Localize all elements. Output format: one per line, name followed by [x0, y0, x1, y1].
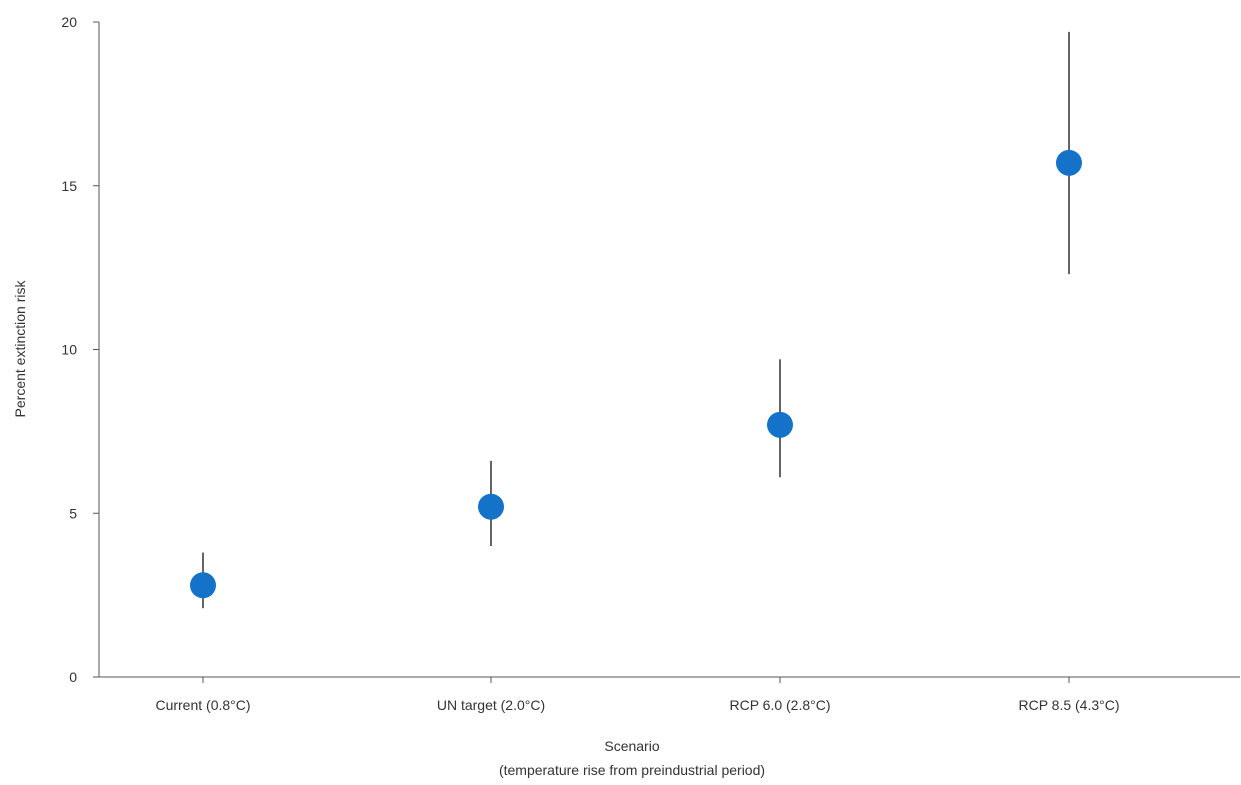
- data-points: [190, 149, 1082, 599]
- y-tick-label: 20: [61, 14, 77, 30]
- x-tick-label: RCP 8.5 (4.3°C): [1018, 697, 1119, 713]
- error-bars: [202, 31, 1070, 609]
- y-tick-label: 5: [69, 505, 77, 521]
- x-ticks: Current (0.8°C) UN target (2.0°C) RCP 6.0 …: [155, 677, 1120, 713]
- y-axis-title: Percent extinction risk: [12, 280, 28, 418]
- data-point: [478, 493, 504, 520]
- x-tick-label: Current (0.8°C): [155, 697, 250, 713]
- x-axis-subtitle: (temperature rise from preindustrial per…: [499, 762, 765, 778]
- data-point: [190, 572, 216, 599]
- x-tick-label: UN target (2.0°C): [437, 697, 545, 713]
- y-ticks: 0 5 10 15 20: [61, 14, 99, 685]
- x-axis-title: Scenario: [604, 738, 659, 754]
- y-tick-label: 10: [61, 342, 77, 358]
- y-tick-label: 0: [69, 669, 77, 685]
- y-tick-label: 15: [61, 178, 77, 194]
- x-tick-label: RCP 6.0 (2.8°C): [729, 697, 830, 713]
- data-point: [1056, 149, 1082, 176]
- data-point: [767, 411, 793, 438]
